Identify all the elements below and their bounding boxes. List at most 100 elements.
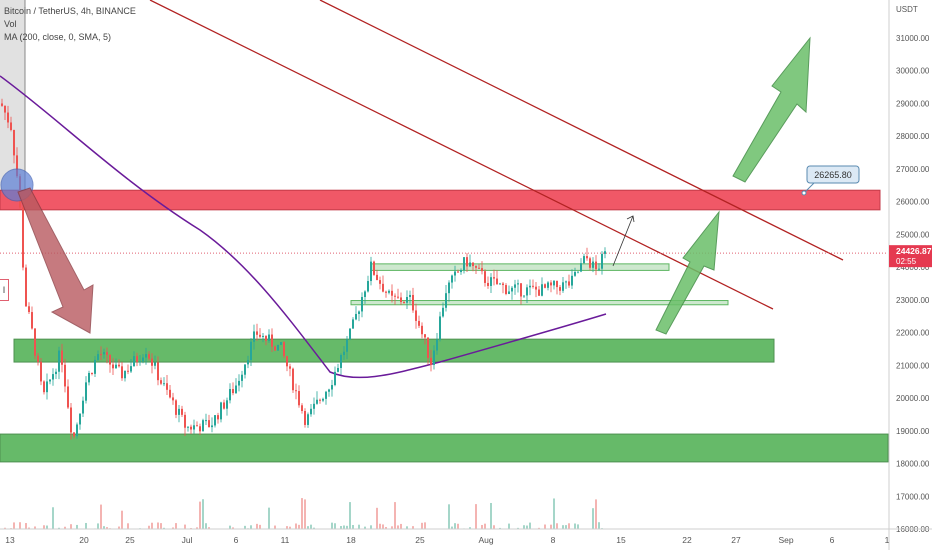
price-tick-label: 25000.00 xyxy=(896,230,930,239)
candle-body xyxy=(187,426,189,428)
candle-body xyxy=(466,257,468,267)
chart-legend: Bitcoin / TetherUS, 4h, BINANCE Vol MA (… xyxy=(4,5,136,44)
candle-body xyxy=(328,389,330,392)
candle-body xyxy=(370,261,372,282)
price-tick-label: 23000.00 xyxy=(896,296,930,305)
candle-body xyxy=(535,286,537,290)
candle-body xyxy=(133,356,135,367)
candle-body xyxy=(67,386,69,408)
candle-body xyxy=(349,328,351,340)
candle-body xyxy=(604,251,606,254)
currency-label: USDT xyxy=(896,5,918,14)
candle-body xyxy=(49,379,51,382)
candle-body xyxy=(382,283,384,292)
candle-body xyxy=(91,372,93,374)
candle-body xyxy=(289,366,291,369)
time-tick-label: 11 xyxy=(281,535,290,545)
candle-body xyxy=(151,358,153,366)
ma-label[interactable]: MA (200, close, 0, SMA, 5) xyxy=(4,32,112,42)
candle-body xyxy=(394,295,396,297)
candle-body xyxy=(520,283,522,297)
candle-body xyxy=(280,342,282,345)
candle-body xyxy=(457,271,459,273)
candle-body xyxy=(274,346,276,351)
candle-body xyxy=(46,381,48,393)
candle-body xyxy=(544,284,546,288)
candle-body xyxy=(250,341,252,361)
candle-body xyxy=(229,389,231,401)
volume-bar xyxy=(490,502,492,539)
candle-body xyxy=(205,420,207,422)
price-tick-label: 27000.00 xyxy=(896,165,930,174)
candle-body xyxy=(259,334,261,337)
candle-body xyxy=(310,408,312,415)
candle-body xyxy=(247,360,249,365)
candle-body xyxy=(319,399,321,401)
candle-body xyxy=(55,371,57,375)
candle-body xyxy=(565,281,567,283)
time-tick-label: 13 xyxy=(5,535,15,545)
candle-body xyxy=(109,354,111,365)
volume-bar xyxy=(199,501,201,539)
candle-body xyxy=(301,405,303,411)
candle-body xyxy=(37,355,39,362)
candle-body xyxy=(13,130,15,156)
candle-body xyxy=(409,294,411,297)
volume-bar xyxy=(268,507,270,539)
range-zone-3 xyxy=(370,263,670,271)
candle-body xyxy=(415,310,417,321)
candle-body xyxy=(586,256,588,259)
side-flag[interactable]: l xyxy=(0,279,9,301)
candle-body xyxy=(334,371,336,386)
volume-label: Vol xyxy=(4,19,17,29)
candle-body xyxy=(94,359,96,374)
price-tick-label: 19000.00 xyxy=(896,427,930,436)
projection-arrowhead xyxy=(626,215,635,223)
candle-body xyxy=(76,424,78,437)
candle-body xyxy=(223,402,225,409)
symbol-title[interactable]: Bitcoin / TetherUS, 4h, BINANCE xyxy=(4,6,136,16)
candle-body xyxy=(4,105,6,113)
volume-bar xyxy=(376,507,378,539)
candle-body xyxy=(316,399,318,404)
candle-body xyxy=(235,385,237,394)
candle-body xyxy=(397,296,399,298)
candle-body xyxy=(577,271,579,273)
candle-body xyxy=(523,295,525,297)
time-tick-label: 18 xyxy=(346,535,356,545)
candle-body xyxy=(562,282,564,291)
candle-body xyxy=(172,397,174,401)
time-tick-label: 8 xyxy=(551,535,556,545)
candle-body xyxy=(181,408,183,415)
volume-bar xyxy=(394,502,396,539)
support-zone-2 xyxy=(0,433,889,463)
price-tick-label: 18000.00 xyxy=(896,460,930,469)
candle-body xyxy=(385,291,387,293)
time-tick-label: 15 xyxy=(616,535,626,545)
price-tick-label: 30000.00 xyxy=(896,67,930,76)
candle-body xyxy=(70,407,72,433)
candle-body xyxy=(418,320,420,326)
candle-body xyxy=(601,253,603,269)
time-tick-label: 20 xyxy=(79,535,89,545)
candle-body xyxy=(241,374,243,381)
price-tick-label: 21000.00 xyxy=(896,361,930,370)
price-tick-label: 24000.00 xyxy=(896,263,930,272)
candle-body xyxy=(112,364,114,369)
candle-body xyxy=(307,414,309,425)
candle-body xyxy=(592,261,594,268)
candle-body xyxy=(346,339,348,352)
candle-body xyxy=(511,287,513,292)
volume-bar xyxy=(100,504,102,539)
candle-body xyxy=(82,400,84,414)
volume-bar xyxy=(595,499,597,539)
candle-body xyxy=(127,370,129,372)
target-callout-dot xyxy=(801,190,807,196)
candle-body xyxy=(340,355,342,368)
candle-body xyxy=(43,381,45,393)
candle-body xyxy=(391,290,393,296)
price-tick-label: 17000.00 xyxy=(896,492,930,501)
candle-body xyxy=(10,122,12,131)
